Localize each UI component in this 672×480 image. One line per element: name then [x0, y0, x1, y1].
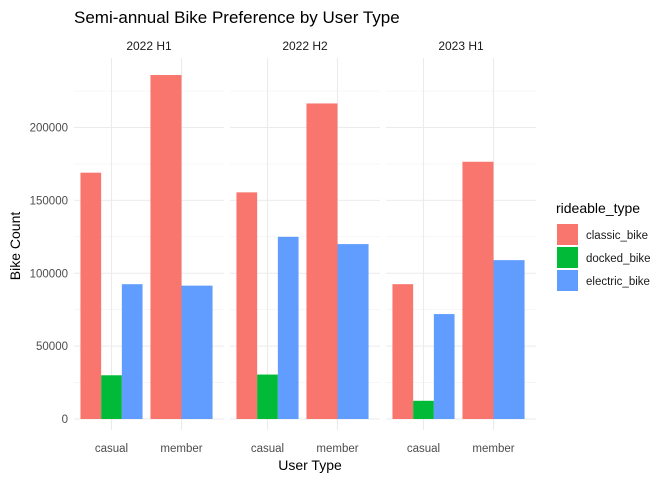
facet-strip-label: 2022 H1: [126, 39, 172, 53]
x-axis-title: User Type: [278, 457, 342, 473]
legend-title: rideable_type: [556, 200, 640, 216]
legend-key-docked_bike: [557, 247, 578, 268]
facet-strip-label: 2023 H1: [438, 39, 484, 53]
y-tick-label: 0: [62, 414, 68, 426]
bar-2022-h2-member-classic_bike: [306, 103, 338, 420]
bar-2022-h2-casual-classic_bike: [236, 192, 258, 419]
legend-label: classic_bike: [586, 230, 648, 242]
bar-2022-h2-member-electric_bike: [337, 244, 369, 419]
facet-strip-label: 2022 H2: [282, 39, 328, 53]
x-tick-label: member: [160, 443, 202, 455]
bar-2022-h1-casual-docked_bike: [101, 375, 122, 419]
bars: [80, 75, 525, 420]
y-tick-label: 150000: [30, 195, 68, 207]
bar-2023-h1-casual-electric_bike: [433, 314, 455, 419]
bar-2023-h1-member-electric_bike: [493, 260, 525, 419]
bar-2022-h1-member-electric_bike: [181, 285, 213, 419]
y-tick-label: 50000: [36, 341, 68, 353]
legend: rideable_type classic_bike docked_bikeele…: [556, 200, 651, 291]
legend-key-electric_bike: [557, 270, 578, 291]
bar-2023-h1-casual-classic_bike: [392, 284, 414, 419]
y-axis-title: Bike Count: [7, 212, 23, 281]
x-axis-ticks: casual member casual member casual member: [95, 443, 515, 455]
x-tick-label: casual: [95, 443, 128, 455]
facet-strip-labels: 2022 H1 2022 H2 2023 H1: [126, 39, 484, 53]
x-tick-label: casual: [407, 443, 440, 455]
x-tick-label: casual: [251, 443, 284, 455]
bar-2023-h1-member-classic_bike: [462, 161, 494, 419]
x-tick-label: member: [316, 443, 358, 455]
legend-label: electric_bike: [586, 276, 650, 288]
chart-title: Semi-annual Bike Preference by User Type: [74, 8, 400, 27]
y-tick-label: 100000: [30, 268, 68, 280]
bar-2022-h1-member-classic_bike: [150, 75, 182, 419]
bar-2023-h1-casual-docked_bike: [413, 400, 434, 419]
legend-key-classic_bike: [557, 224, 578, 245]
y-axis-ticks: 0 50000 100000 150000 200000: [30, 123, 68, 427]
bar-2022-h2-casual-electric_bike: [277, 236, 299, 419]
bar-2022-h1-casual-classic_bike: [80, 172, 102, 419]
bar-2022-h1-casual-electric_bike: [121, 284, 143, 419]
bar-2022-h2-casual-docked_bike: [257, 374, 278, 419]
x-tick-label: member: [472, 443, 514, 455]
legend-label: docked_bike: [586, 253, 651, 265]
y-tick-label: 200000: [30, 123, 68, 135]
